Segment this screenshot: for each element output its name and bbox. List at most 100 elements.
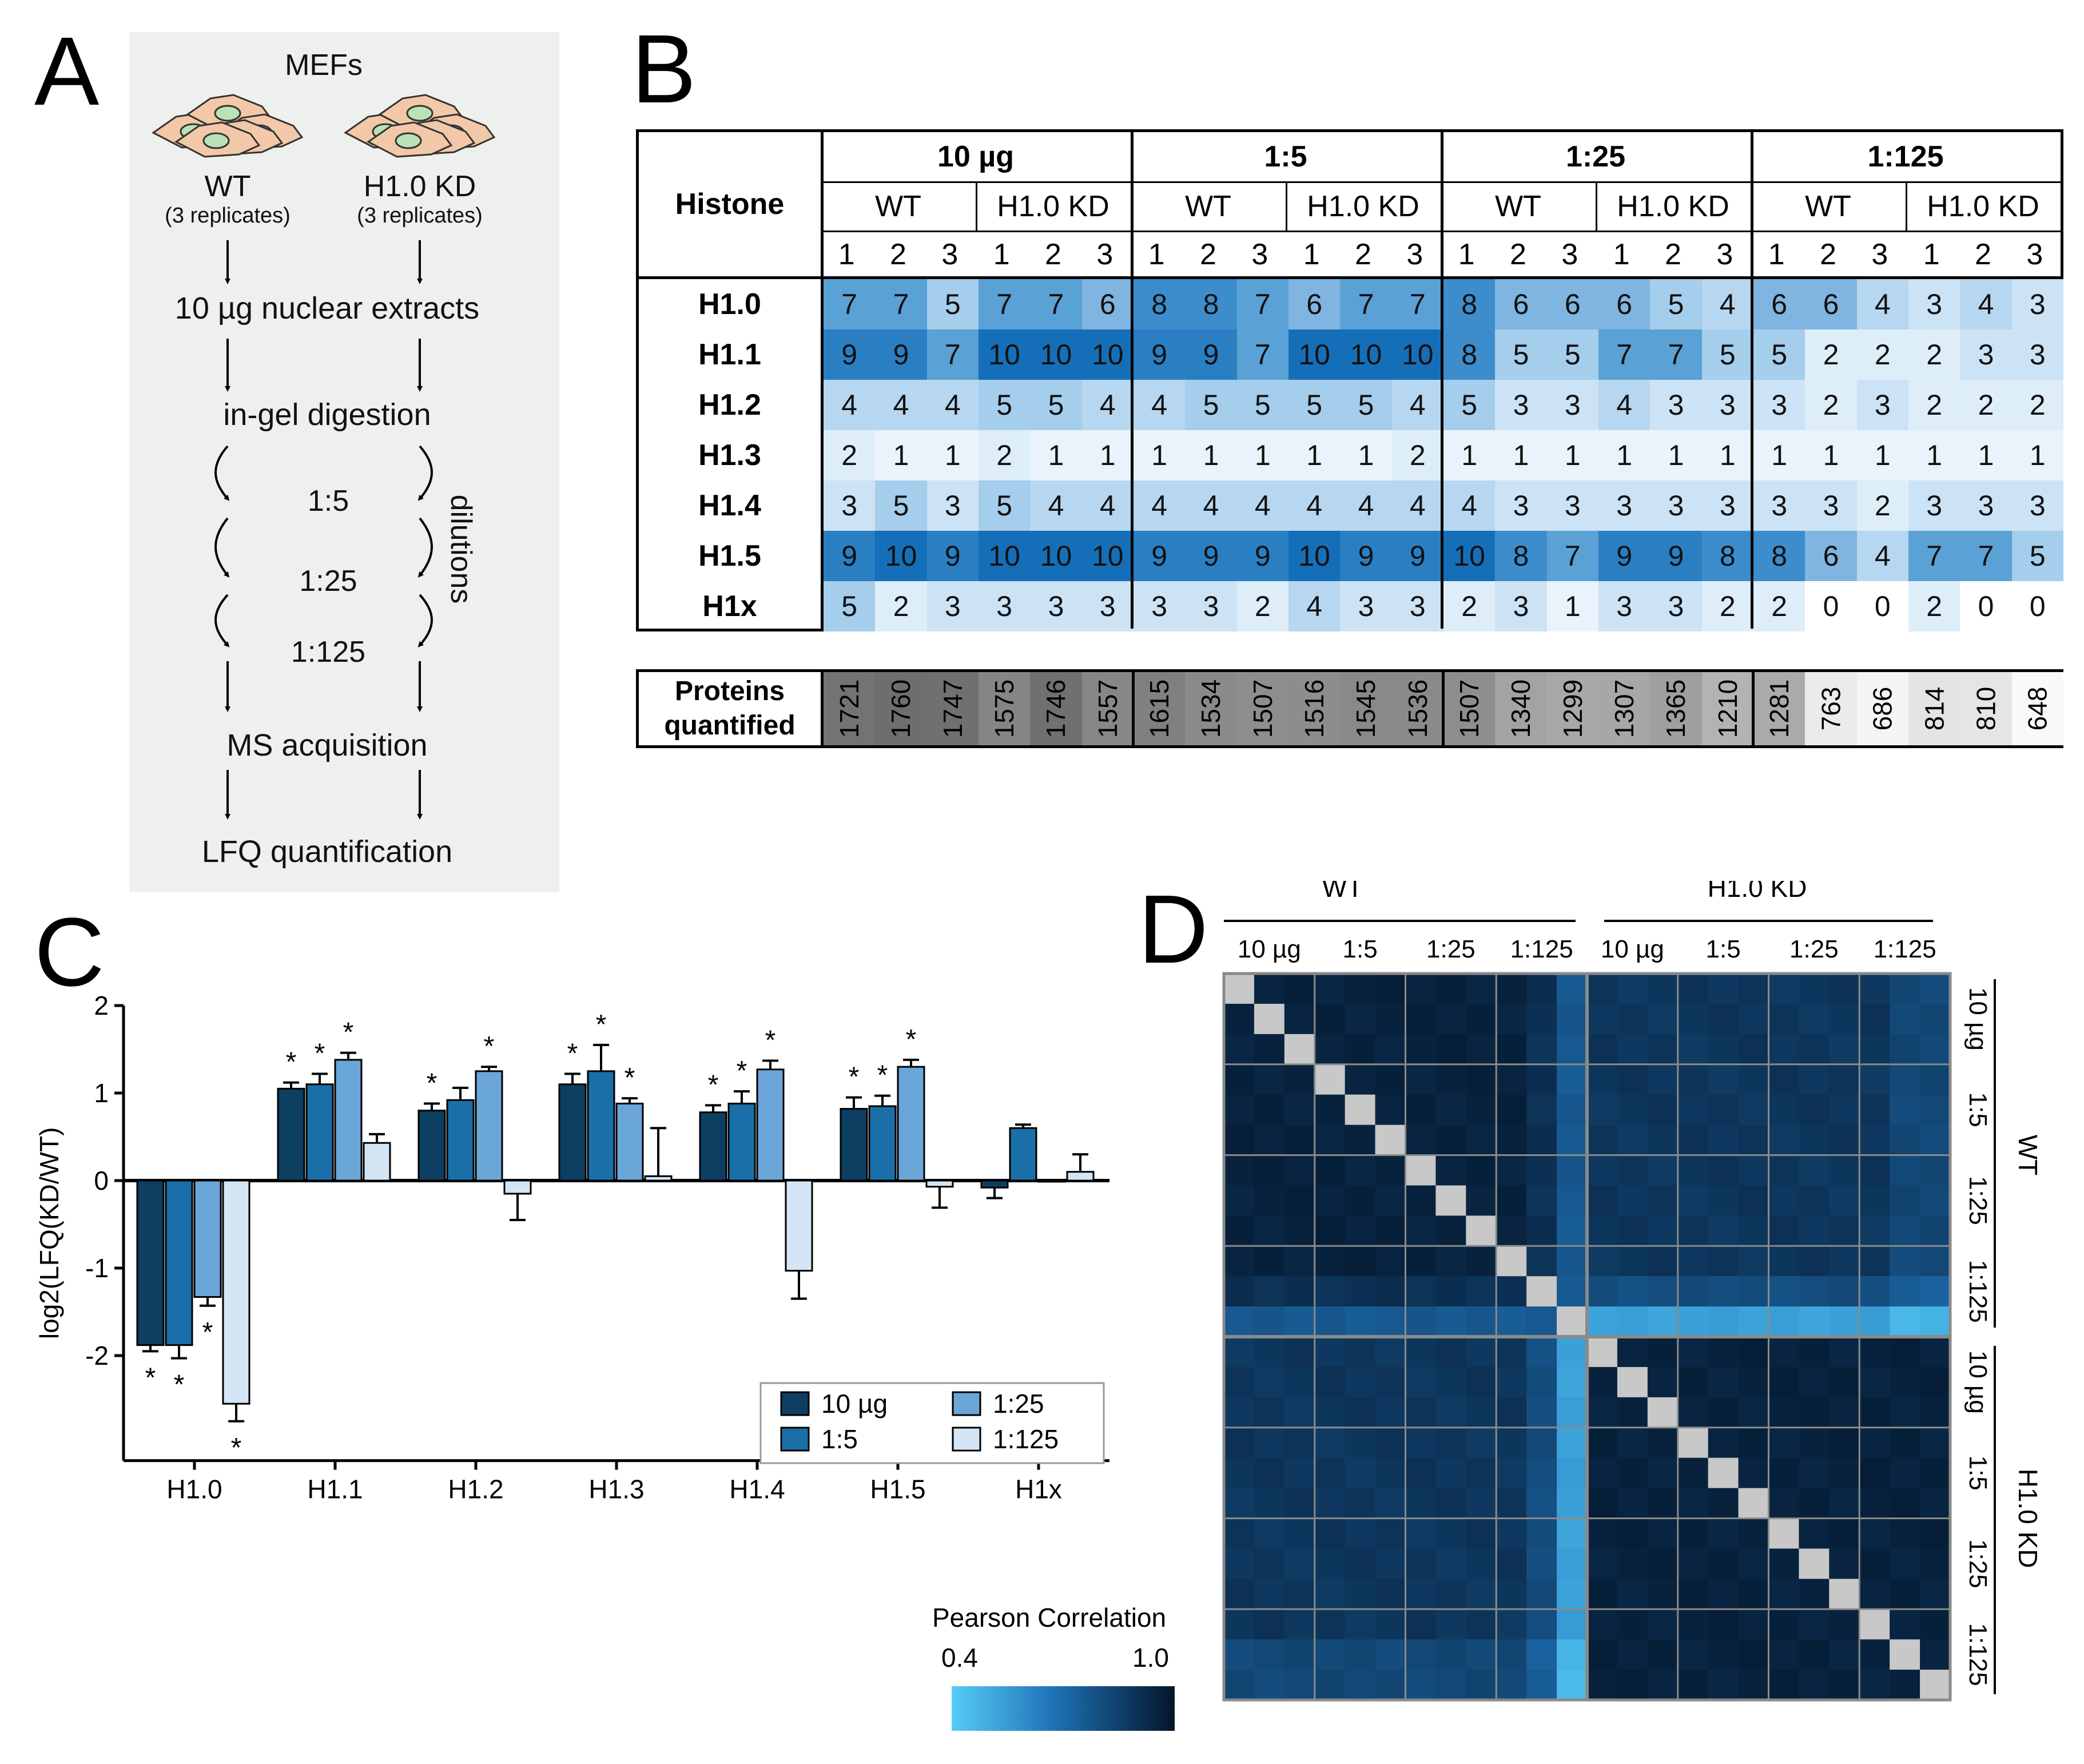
subgroup-header: H1.0 KD bbox=[1927, 190, 2039, 223]
peptide-count-cell: 8 bbox=[1495, 531, 1547, 581]
heatmap-cell bbox=[1284, 1003, 1315, 1035]
heatmap-cell bbox=[1375, 1215, 1406, 1246]
heatmap-cell bbox=[1738, 1215, 1769, 1246]
replicate-header: 1 bbox=[1148, 238, 1165, 271]
heatmap-cell bbox=[1920, 1397, 1951, 1428]
heatmap-cell bbox=[1254, 1306, 1285, 1337]
heatmap-cell bbox=[1799, 1457, 1830, 1489]
x-tick-label: H1x bbox=[1015, 1475, 1062, 1504]
histone-row-label: H1x bbox=[702, 590, 757, 623]
peptide-count-cell: 1 bbox=[1185, 430, 1237, 480]
heatmap-cell bbox=[1375, 1306, 1406, 1337]
heatmap-cell bbox=[1254, 1488, 1285, 1519]
heatmap-cell bbox=[1738, 1548, 1769, 1579]
heatmap-cell bbox=[1768, 1337, 1799, 1368]
heatmap-cell bbox=[1617, 1306, 1648, 1337]
peptide-count-cell: 2 bbox=[875, 581, 927, 631]
peptide-count-cell: 3 bbox=[1134, 581, 1186, 631]
heatmap-cell bbox=[1617, 1034, 1648, 1065]
heatmap-cell bbox=[1314, 1276, 1346, 1307]
top-condition-label: 10 µg bbox=[1238, 935, 1301, 963]
peptide-count-cell: 8 bbox=[1134, 279, 1186, 329]
heatmap-cell bbox=[1314, 1306, 1346, 1337]
heatmap-cell bbox=[1738, 1306, 1769, 1337]
right-condition-label: 1:5 bbox=[1964, 1092, 1992, 1127]
kd-label: H1.0 KD bbox=[363, 170, 476, 203]
heatmap-cell bbox=[1829, 1125, 1860, 1155]
heatmap-cell bbox=[1799, 1155, 1830, 1186]
heatmap-cell bbox=[1859, 1397, 1890, 1428]
proteins-quantified-cell: 1615 bbox=[1134, 672, 1186, 745]
heatmap-cell bbox=[1466, 1427, 1497, 1459]
heatmap-cell bbox=[1890, 1609, 1920, 1640]
peptide-count-cell: 8 bbox=[1701, 531, 1753, 581]
peptide-count-cell: 4 bbox=[1598, 380, 1651, 430]
heatmap-cell bbox=[1314, 1518, 1346, 1549]
top-condition-label: 1:5 bbox=[1706, 935, 1741, 963]
heatmap-cell bbox=[1829, 1094, 1860, 1126]
heatmap-cell bbox=[1859, 1427, 1890, 1459]
legend-swatch bbox=[780, 1427, 810, 1452]
heatmap-cell bbox=[1496, 1579, 1527, 1610]
peptide-count-cell: 5 bbox=[1650, 279, 1702, 329]
bar-H1.5-3 bbox=[925, 1179, 954, 1188]
heatmap-cell bbox=[1677, 1155, 1709, 1186]
heatmap-cell bbox=[1677, 1125, 1709, 1155]
heatmap-cell bbox=[1768, 1094, 1799, 1126]
heatmap-cell bbox=[1466, 1609, 1497, 1640]
peptide-count-cell: 9 bbox=[824, 329, 876, 380]
heatmap-cell bbox=[1526, 1276, 1557, 1307]
bar-H1.3-3 bbox=[644, 1175, 673, 1182]
peptide-count-cell: 3 bbox=[1856, 380, 1908, 430]
heatmap-cell bbox=[1677, 1397, 1709, 1428]
heatmap-cell bbox=[1859, 1518, 1890, 1549]
heatmap-cell bbox=[1617, 1548, 1648, 1579]
heatmap-cell bbox=[1859, 1185, 1890, 1216]
peptide-count-cell: 3 bbox=[1598, 581, 1651, 631]
heatmap-cell bbox=[1405, 1125, 1436, 1155]
step-in-gel-digestion: in-gel digestion bbox=[223, 398, 431, 432]
heatmap-cell bbox=[1224, 1125, 1255, 1155]
bar-H1.5-0 bbox=[840, 1108, 868, 1182]
heatmap-cell bbox=[1587, 1337, 1618, 1368]
subgroup-header: WT bbox=[1495, 190, 1541, 223]
heatmap-cell bbox=[1768, 1306, 1799, 1337]
proteins-quantified-cell: 1281 bbox=[1753, 672, 1805, 745]
heatmap-cell bbox=[1284, 1155, 1315, 1186]
peptide-count-cell: 3 bbox=[1030, 581, 1082, 631]
heatmap-cell bbox=[1224, 1094, 1255, 1126]
heatmap-cell bbox=[1829, 1639, 1860, 1670]
significance-star: * bbox=[202, 1317, 213, 1348]
proteins-group-divider bbox=[1752, 672, 1755, 745]
heatmap-cell bbox=[1526, 974, 1557, 1004]
bar-H1.3-2 bbox=[615, 1102, 644, 1182]
replicate-header: 1 bbox=[993, 238, 1010, 271]
heatmap-cell bbox=[1435, 1306, 1466, 1337]
heatmap-cell bbox=[1890, 1125, 1920, 1155]
replicate-header: 1 bbox=[1923, 238, 1940, 271]
heatmap-cell bbox=[1617, 1185, 1648, 1216]
heatmap-cell bbox=[1829, 1003, 1860, 1035]
heatmap-cell bbox=[1890, 1155, 1920, 1186]
replicate-header: 2 bbox=[1975, 238, 1991, 271]
heatmap-cell bbox=[1557, 1276, 1588, 1307]
heatmap-cell bbox=[1799, 1246, 1830, 1277]
heatmap-cell bbox=[1617, 1579, 1648, 1610]
heatmap-cell bbox=[1920, 1639, 1951, 1670]
heatmap-cell bbox=[1405, 1427, 1436, 1459]
heatmap-cell bbox=[1829, 1246, 1860, 1277]
heatmap-cell bbox=[1224, 1488, 1255, 1519]
peptide-count-cell: 4 bbox=[1391, 380, 1443, 430]
legend-label: 1:25 bbox=[993, 1389, 1044, 1419]
heatmap-cell bbox=[1768, 1276, 1799, 1307]
heatmap-cell bbox=[1829, 1548, 1860, 1579]
replicate-header: 2 bbox=[890, 238, 906, 271]
heatmap-cell bbox=[1920, 1337, 1951, 1368]
replicate-header: 2 bbox=[1045, 238, 1061, 271]
proteins-quantified-cell: 1747 bbox=[926, 672, 979, 745]
y-tick-label: 2 bbox=[94, 991, 109, 1020]
heatmap-cell bbox=[1466, 1548, 1497, 1579]
heatmap-cell bbox=[1224, 1457, 1255, 1489]
heatmap-cell bbox=[1557, 1246, 1588, 1277]
heatmap-cell bbox=[1708, 1427, 1739, 1459]
